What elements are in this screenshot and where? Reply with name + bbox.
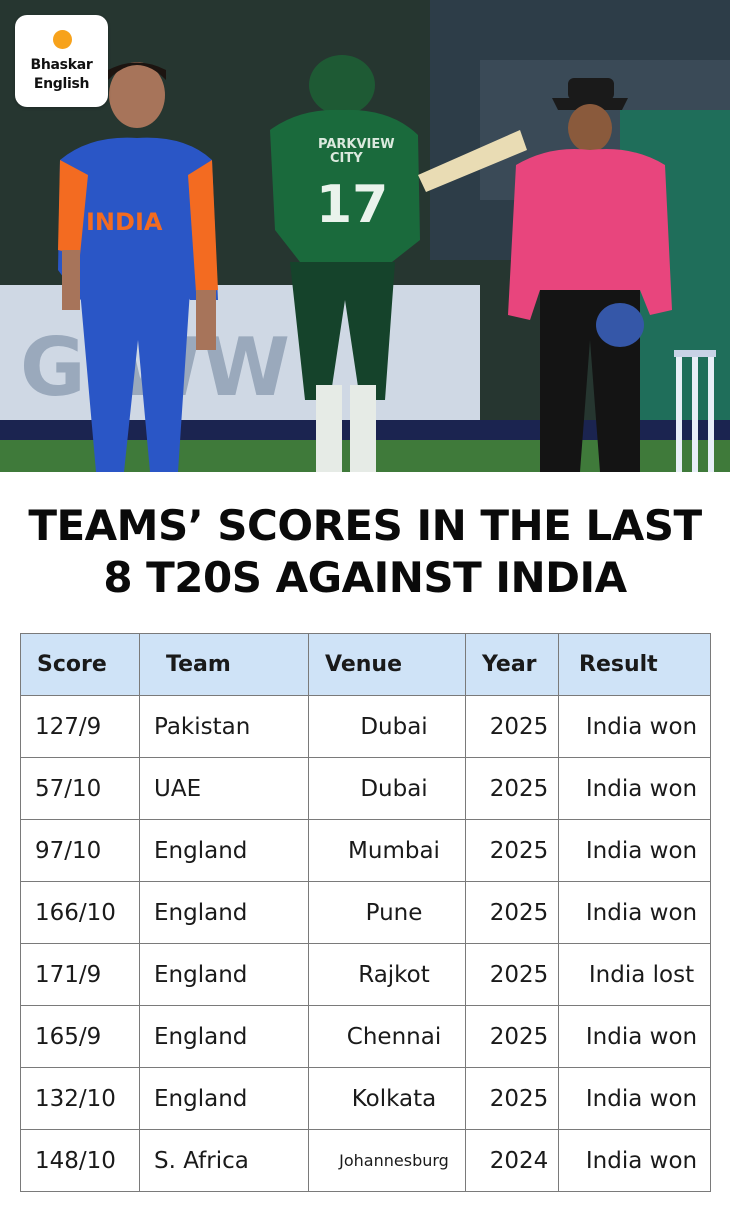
pakistan-player-figure: PARKVIEW CITY 17 (270, 55, 527, 472)
header-result: Result (558, 633, 711, 696)
table-row: 57/10 UAE Dubai 2025 India won (20, 757, 711, 820)
cell-result: India won (558, 1129, 711, 1192)
brand-name-line1: Bhaskar (30, 57, 93, 73)
cell-result: India won (558, 757, 711, 820)
cell-team: England (139, 943, 309, 1006)
cell-result: India won (558, 695, 711, 758)
cell-score: 132/10 (20, 1067, 140, 1130)
cell-year: 2025 (465, 819, 559, 882)
cell-venue: Mumbai (308, 819, 466, 882)
brand-dot-icon (53, 30, 72, 49)
cell-year: 2024 (465, 1129, 559, 1192)
cell-score: 127/9 (20, 695, 140, 758)
table-row: 97/10 England Mumbai 2025 India won (20, 819, 711, 882)
page-title: TEAMS’ SCORES IN THE LAST 8 T20S AGAINST… (0, 500, 730, 604)
header-year: Year (465, 633, 559, 696)
cell-team: England (139, 881, 309, 944)
cell-year: 2025 (465, 943, 559, 1006)
cell-result: India won (558, 1005, 711, 1068)
table-row: 127/9 Pakistan Dubai 2025 India won (20, 695, 711, 758)
cell-score: 165/9 (20, 1005, 140, 1068)
match-scene-illustration: G WW INDIA PARKVIEW CITY 17 (0, 0, 730, 472)
cell-score: 171/9 (20, 943, 140, 1006)
brand-logo: Bhaskar English (15, 15, 108, 107)
cell-score: 57/10 (20, 757, 140, 820)
cell-result: India lost (558, 943, 711, 1006)
table-row: 165/9 England Chennai 2025 India won (20, 1005, 711, 1068)
svg-text:INDIA: INDIA (86, 208, 163, 236)
header-score: Score (20, 633, 140, 696)
brand-name-line2: English (33, 76, 90, 92)
cell-year: 2025 (465, 881, 559, 944)
cell-score: 148/10 (20, 1129, 140, 1192)
cell-venue: Chennai (308, 1005, 466, 1068)
svg-text:PARKVIEW: PARKVIEW (318, 137, 395, 152)
svg-text:CITY: CITY (330, 151, 363, 166)
cell-team: England (139, 819, 309, 882)
cell-result: India won (558, 819, 711, 882)
table-header-row: Score Team Venue Year Result (20, 633, 711, 696)
cell-venue: Pune (308, 881, 466, 944)
page-title-line1: TEAMS’ SCORES IN THE LAST (28, 501, 702, 550)
cell-team: UAE (139, 757, 309, 820)
header-team: Team (139, 633, 309, 696)
cell-year: 2025 (465, 1067, 559, 1130)
header-photo: G WW INDIA PARKVIEW CITY 17 (0, 0, 730, 472)
cell-year: 2025 (465, 695, 559, 758)
cell-team: England (139, 1005, 309, 1068)
cell-year: 2025 (465, 757, 559, 820)
table-row: 148/10 S. Africa Johannesburg 2024 India… (20, 1129, 711, 1192)
umpire-figure (508, 78, 672, 472)
table-row: 166/10 England Pune 2025 India won (20, 881, 711, 944)
cell-venue: Dubai (308, 695, 466, 758)
scores-table: Score Team Venue Year Result 127/9 Pakis… (20, 633, 711, 1192)
cell-score: 97/10 (20, 819, 140, 882)
india-player-figure: INDIA (58, 62, 218, 472)
cell-venue: Dubai (308, 757, 466, 820)
svg-text:17: 17 (316, 175, 388, 235)
header-venue: Venue (308, 633, 466, 696)
cell-result: India won (558, 1067, 711, 1130)
page-title-line2: 8 T20S AGAINST INDIA (103, 553, 627, 602)
cell-team: Pakistan (139, 695, 309, 758)
cell-venue: Rajkot (308, 943, 466, 1006)
cell-score: 166/10 (20, 881, 140, 944)
table-row: 171/9 England Rajkot 2025 India lost (20, 943, 711, 1006)
cell-result: India won (558, 881, 711, 944)
cell-year: 2025 (465, 1005, 559, 1068)
cell-team: S. Africa (139, 1129, 309, 1192)
table-row: 132/10 England Kolkata 2025 India won (20, 1067, 711, 1130)
cell-team: England (139, 1067, 309, 1130)
cell-venue: Johannesburg (308, 1129, 466, 1192)
cell-venue: Kolkata (308, 1067, 466, 1130)
